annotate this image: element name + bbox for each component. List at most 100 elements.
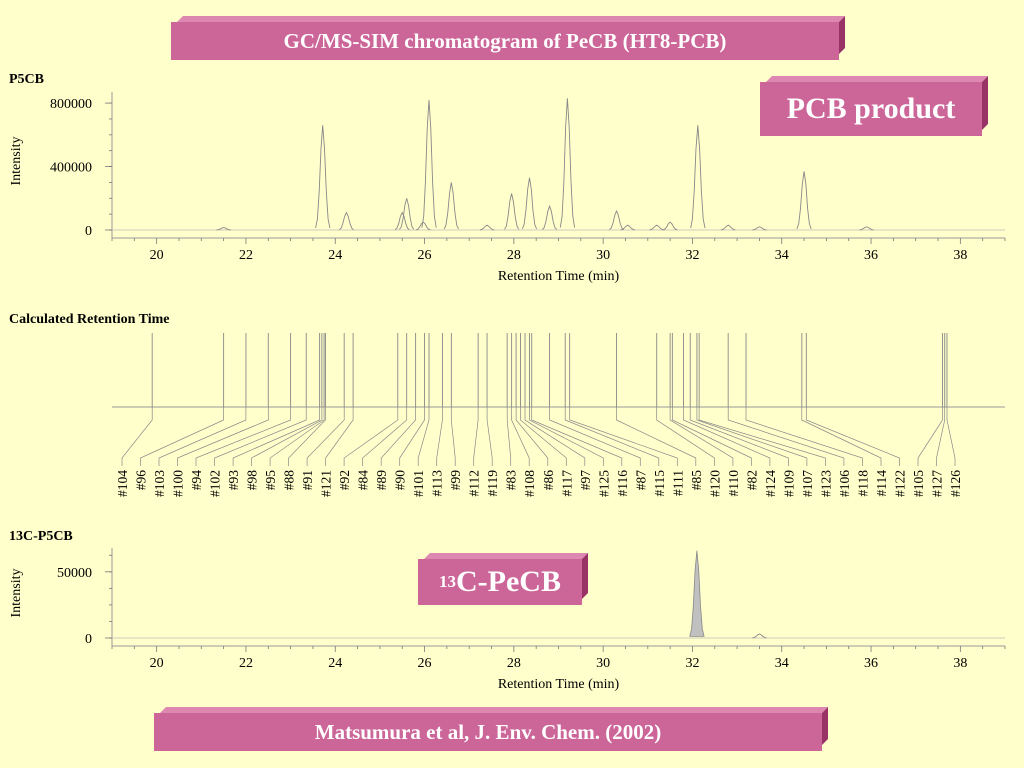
x-tick-label: 22 bbox=[239, 656, 253, 671]
congener-label: #100 bbox=[171, 470, 186, 497]
x-tick-label: 20 bbox=[150, 248, 164, 263]
x-tick-label: 26 bbox=[418, 248, 432, 263]
connector-line bbox=[727, 407, 845, 466]
y-axis-label: Intensity bbox=[9, 569, 24, 618]
peak bbox=[752, 633, 767, 639]
connector-line bbox=[917, 407, 943, 466]
x-tick-label: 36 bbox=[864, 248, 878, 263]
congener-label: #83 bbox=[504, 470, 519, 491]
c13-pecb-label-box: 13 C-PeCB bbox=[418, 559, 582, 605]
connector-line bbox=[529, 407, 604, 466]
connector-line bbox=[696, 407, 808, 466]
connector-line bbox=[511, 407, 530, 466]
connector-line bbox=[946, 407, 956, 466]
peak bbox=[339, 211, 354, 231]
connector-line bbox=[325, 407, 354, 466]
x-tick-label: 24 bbox=[328, 248, 342, 263]
congener-label: #102 bbox=[208, 470, 223, 497]
x-tick-label: 30 bbox=[596, 248, 610, 263]
congener-label: #101 bbox=[411, 470, 426, 497]
connector-line bbox=[524, 407, 586, 466]
congener-label: #99 bbox=[448, 470, 463, 491]
congener-label: #91 bbox=[300, 470, 315, 490]
y-tick-label: 0 bbox=[85, 224, 92, 239]
x-tick-label: 20 bbox=[150, 656, 164, 671]
page-title: GC/MS-SIM chromatogram of PeCB (HT8-PCB) bbox=[283, 28, 727, 53]
congener-label: #115 bbox=[652, 470, 667, 497]
congener-label: #87 bbox=[633, 470, 648, 491]
connector-line bbox=[417, 407, 430, 466]
y-axis-label: Intensity bbox=[9, 137, 24, 186]
connector-line bbox=[436, 407, 443, 466]
connector-line bbox=[177, 407, 269, 466]
congener-label: #124 bbox=[763, 470, 778, 497]
congener-label: #122 bbox=[892, 470, 907, 497]
peak bbox=[415, 221, 431, 231]
congener-label: #106 bbox=[837, 470, 852, 497]
peak bbox=[720, 224, 736, 231]
y-tick-label: 400000 bbox=[50, 161, 92, 176]
congener-label: #92 bbox=[337, 470, 352, 490]
connector-line bbox=[669, 407, 734, 466]
connector-line bbox=[343, 407, 399, 466]
connector-line bbox=[672, 407, 752, 466]
connector-line bbox=[450, 407, 456, 466]
congener-label: #110 bbox=[726, 470, 741, 497]
congener-label: #114 bbox=[874, 470, 889, 497]
congener-label: #117 bbox=[559, 470, 574, 497]
peak bbox=[689, 550, 705, 637]
congener-label: #104 bbox=[115, 470, 130, 497]
congener-label: #111 bbox=[670, 470, 685, 496]
x-tick-label: 22 bbox=[239, 248, 253, 263]
connector-line bbox=[121, 407, 153, 466]
peak bbox=[620, 224, 635, 231]
connector-line bbox=[515, 407, 549, 466]
congener-label: #82 bbox=[744, 470, 759, 490]
connector-line bbox=[745, 407, 863, 466]
congener-label: #85 bbox=[689, 470, 704, 491]
connector-line bbox=[520, 407, 567, 466]
retention-panel-label: Calculated Retention Time bbox=[9, 312, 170, 327]
congener-label: #118 bbox=[855, 470, 870, 497]
x-tick-label: 34 bbox=[775, 656, 789, 671]
congener-label: #126 bbox=[948, 470, 963, 497]
x-tick-label: 32 bbox=[685, 656, 699, 671]
connector-line bbox=[936, 407, 946, 466]
c13-panel-label: 13C-P5CB bbox=[9, 529, 73, 544]
congener-label: #93 bbox=[226, 470, 241, 491]
c13-pecb-label: 13 C-PeCB bbox=[418, 559, 582, 605]
p5cb-panel-label: P5CB bbox=[9, 72, 44, 87]
x-tick-label: 28 bbox=[507, 248, 521, 263]
connector-line bbox=[232, 407, 320, 466]
peak bbox=[421, 99, 437, 228]
congener-label: #89 bbox=[374, 470, 389, 491]
connector-line bbox=[140, 407, 224, 466]
connector-line bbox=[689, 407, 789, 466]
connector-line bbox=[801, 407, 882, 466]
connector-line bbox=[195, 407, 291, 466]
connector-line bbox=[306, 407, 345, 466]
peak bbox=[752, 226, 767, 231]
connector-line bbox=[569, 407, 678, 466]
congener-label: #96 bbox=[134, 470, 149, 491]
x-tick-label: 30 bbox=[596, 656, 610, 671]
congener-label: #98 bbox=[245, 470, 260, 491]
peak bbox=[649, 224, 664, 231]
panel-0: 20 22 24 26 28 30 32 34 36 38 0 400000 800000 Retenti… bbox=[9, 92, 1006, 284]
congener-label: #103 bbox=[152, 470, 167, 497]
connector-line bbox=[564, 407, 660, 466]
peak bbox=[559, 98, 576, 228]
x-tick-label: 34 bbox=[775, 248, 789, 263]
peak bbox=[216, 227, 231, 231]
y-tick-label: 0 bbox=[85, 632, 92, 647]
congener-label: #123 bbox=[818, 470, 833, 497]
connector-line bbox=[805, 407, 900, 466]
congener-label: #107 bbox=[800, 470, 815, 497]
x-tick-label: 36 bbox=[864, 656, 878, 671]
panel-1: 20 22 24 26 28 30 32 34 36 38 0 50000 Retention Time… bbox=[9, 548, 1006, 692]
congener-label: #108 bbox=[522, 470, 537, 497]
connector-line bbox=[656, 407, 715, 466]
x-tick-label: 32 bbox=[685, 248, 699, 263]
x-tick-label: 38 bbox=[953, 248, 967, 263]
